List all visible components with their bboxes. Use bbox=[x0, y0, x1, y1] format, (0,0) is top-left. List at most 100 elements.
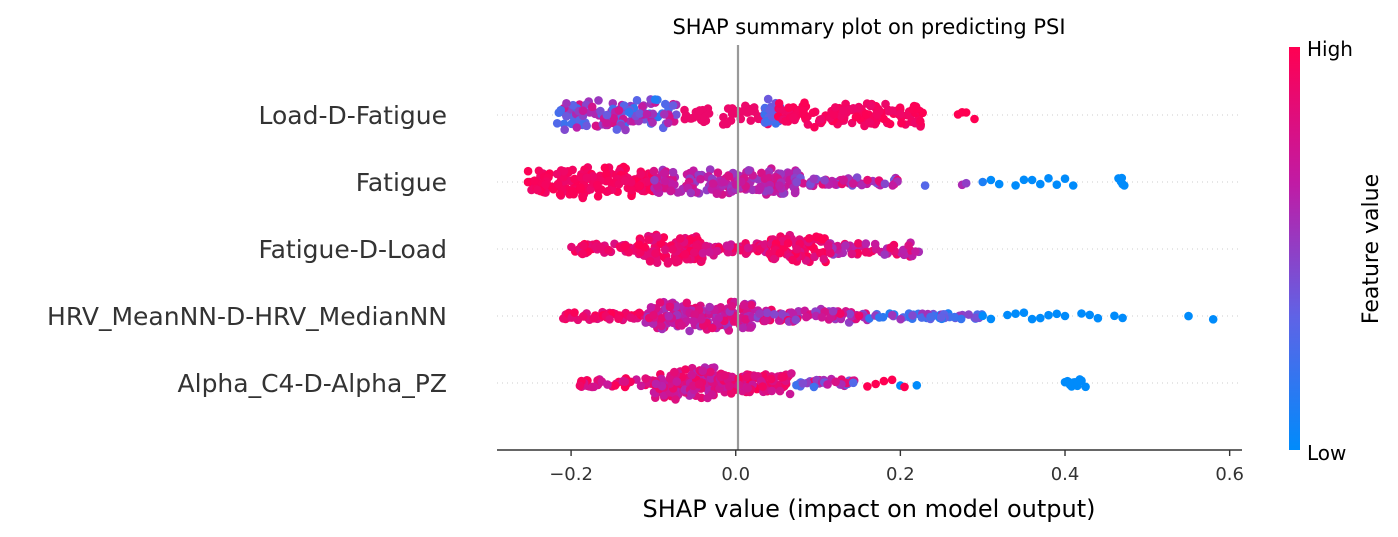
shap-point bbox=[904, 241, 913, 250]
shap-point bbox=[851, 112, 861, 122]
shap-point bbox=[649, 311, 658, 320]
shap-point bbox=[880, 179, 890, 189]
shap-point bbox=[1060, 311, 1070, 321]
shap-point bbox=[823, 241, 833, 251]
shap-point bbox=[792, 177, 801, 187]
shap-point bbox=[774, 316, 784, 325]
shap-point bbox=[665, 302, 675, 312]
shap-point bbox=[848, 179, 858, 188]
shap-point bbox=[626, 313, 636, 322]
shap-point bbox=[578, 249, 587, 259]
shap-point bbox=[881, 99, 890, 109]
shap-point bbox=[657, 321, 666, 331]
shap-point bbox=[755, 309, 764, 319]
shap-point bbox=[687, 370, 696, 380]
shap-point bbox=[866, 101, 875, 111]
shap-point bbox=[912, 104, 922, 114]
shap-point bbox=[587, 382, 597, 392]
shap-point bbox=[719, 112, 728, 122]
shap-point bbox=[754, 114, 763, 124]
shap-point bbox=[1093, 313, 1103, 323]
shap-point bbox=[694, 380, 704, 389]
shap-point bbox=[672, 255, 681, 265]
shap-point bbox=[730, 317, 739, 326]
shap-point bbox=[706, 367, 715, 377]
shap-point bbox=[624, 107, 634, 117]
shap-point bbox=[575, 381, 585, 391]
shap-point bbox=[808, 108, 818, 117]
shap-point bbox=[1036, 179, 1045, 189]
shap-point bbox=[707, 390, 717, 399]
shap-point bbox=[810, 122, 819, 132]
shap-point bbox=[680, 249, 690, 259]
shap-point bbox=[841, 241, 850, 250]
shap-point bbox=[602, 110, 612, 120]
colorbar-title: Feature value bbox=[1359, 174, 1384, 324]
shap-point bbox=[748, 185, 757, 195]
shap-point bbox=[978, 311, 987, 321]
shap-point bbox=[576, 183, 585, 192]
shap-point bbox=[712, 189, 722, 198]
shap-point bbox=[701, 241, 711, 251]
shap-point bbox=[681, 111, 691, 120]
shap-point bbox=[820, 175, 829, 185]
shap-point bbox=[646, 303, 656, 312]
shap-point bbox=[880, 250, 889, 259]
shap-point bbox=[1019, 308, 1029, 318]
shap-point bbox=[668, 245, 677, 254]
shap-point bbox=[739, 300, 749, 310]
shap-point bbox=[788, 255, 797, 265]
shap-point bbox=[775, 248, 785, 258]
shap-point bbox=[610, 381, 620, 390]
shap-point bbox=[823, 380, 832, 389]
shap-point bbox=[671, 395, 680, 404]
shap-point bbox=[708, 179, 718, 188]
shap-point bbox=[578, 312, 588, 321]
shap-point bbox=[725, 381, 734, 391]
shap-point bbox=[1019, 175, 1029, 185]
shap-point bbox=[661, 99, 670, 109]
shap-point bbox=[857, 180, 867, 190]
shap-point bbox=[593, 180, 602, 190]
shap-point bbox=[1077, 309, 1086, 318]
shap-point bbox=[534, 166, 544, 176]
shap-point bbox=[986, 175, 996, 185]
shap-point bbox=[668, 167, 678, 177]
shap-point bbox=[705, 302, 714, 312]
shap-point bbox=[950, 312, 959, 322]
shap-point bbox=[744, 166, 753, 175]
shap-point bbox=[738, 323, 748, 333]
shap-point bbox=[686, 188, 696, 198]
shap-point bbox=[727, 389, 736, 398]
shap-point bbox=[657, 314, 666, 323]
shap-point bbox=[750, 371, 760, 381]
shap-point bbox=[1044, 310, 1053, 320]
shap-point bbox=[964, 310, 973, 319]
shap-point bbox=[650, 175, 659, 185]
shap-point bbox=[871, 379, 880, 389]
shap-point bbox=[614, 106, 624, 115]
shap-point bbox=[589, 314, 598, 323]
shap-point bbox=[1052, 180, 1062, 189]
shap-point bbox=[746, 116, 756, 125]
shap-point bbox=[632, 96, 642, 105]
shap-point bbox=[593, 192, 603, 201]
shap-point bbox=[722, 119, 732, 129]
shap-point bbox=[1068, 181, 1078, 190]
shap-point bbox=[696, 174, 705, 184]
shap-point bbox=[668, 180, 677, 189]
shap-point bbox=[533, 185, 542, 195]
shap-point bbox=[553, 179, 563, 189]
shap-point bbox=[695, 106, 704, 115]
shap-point bbox=[852, 173, 862, 182]
shap-point bbox=[879, 376, 889, 386]
shap-point bbox=[885, 119, 895, 129]
shap-point bbox=[541, 180, 550, 190]
shap-point bbox=[790, 188, 800, 197]
shap-point bbox=[828, 306, 838, 316]
shap-point bbox=[627, 191, 636, 201]
shap-point bbox=[605, 315, 614, 324]
shap-point bbox=[787, 369, 796, 378]
shap-point bbox=[1184, 311, 1193, 321]
shap-point bbox=[791, 315, 801, 325]
